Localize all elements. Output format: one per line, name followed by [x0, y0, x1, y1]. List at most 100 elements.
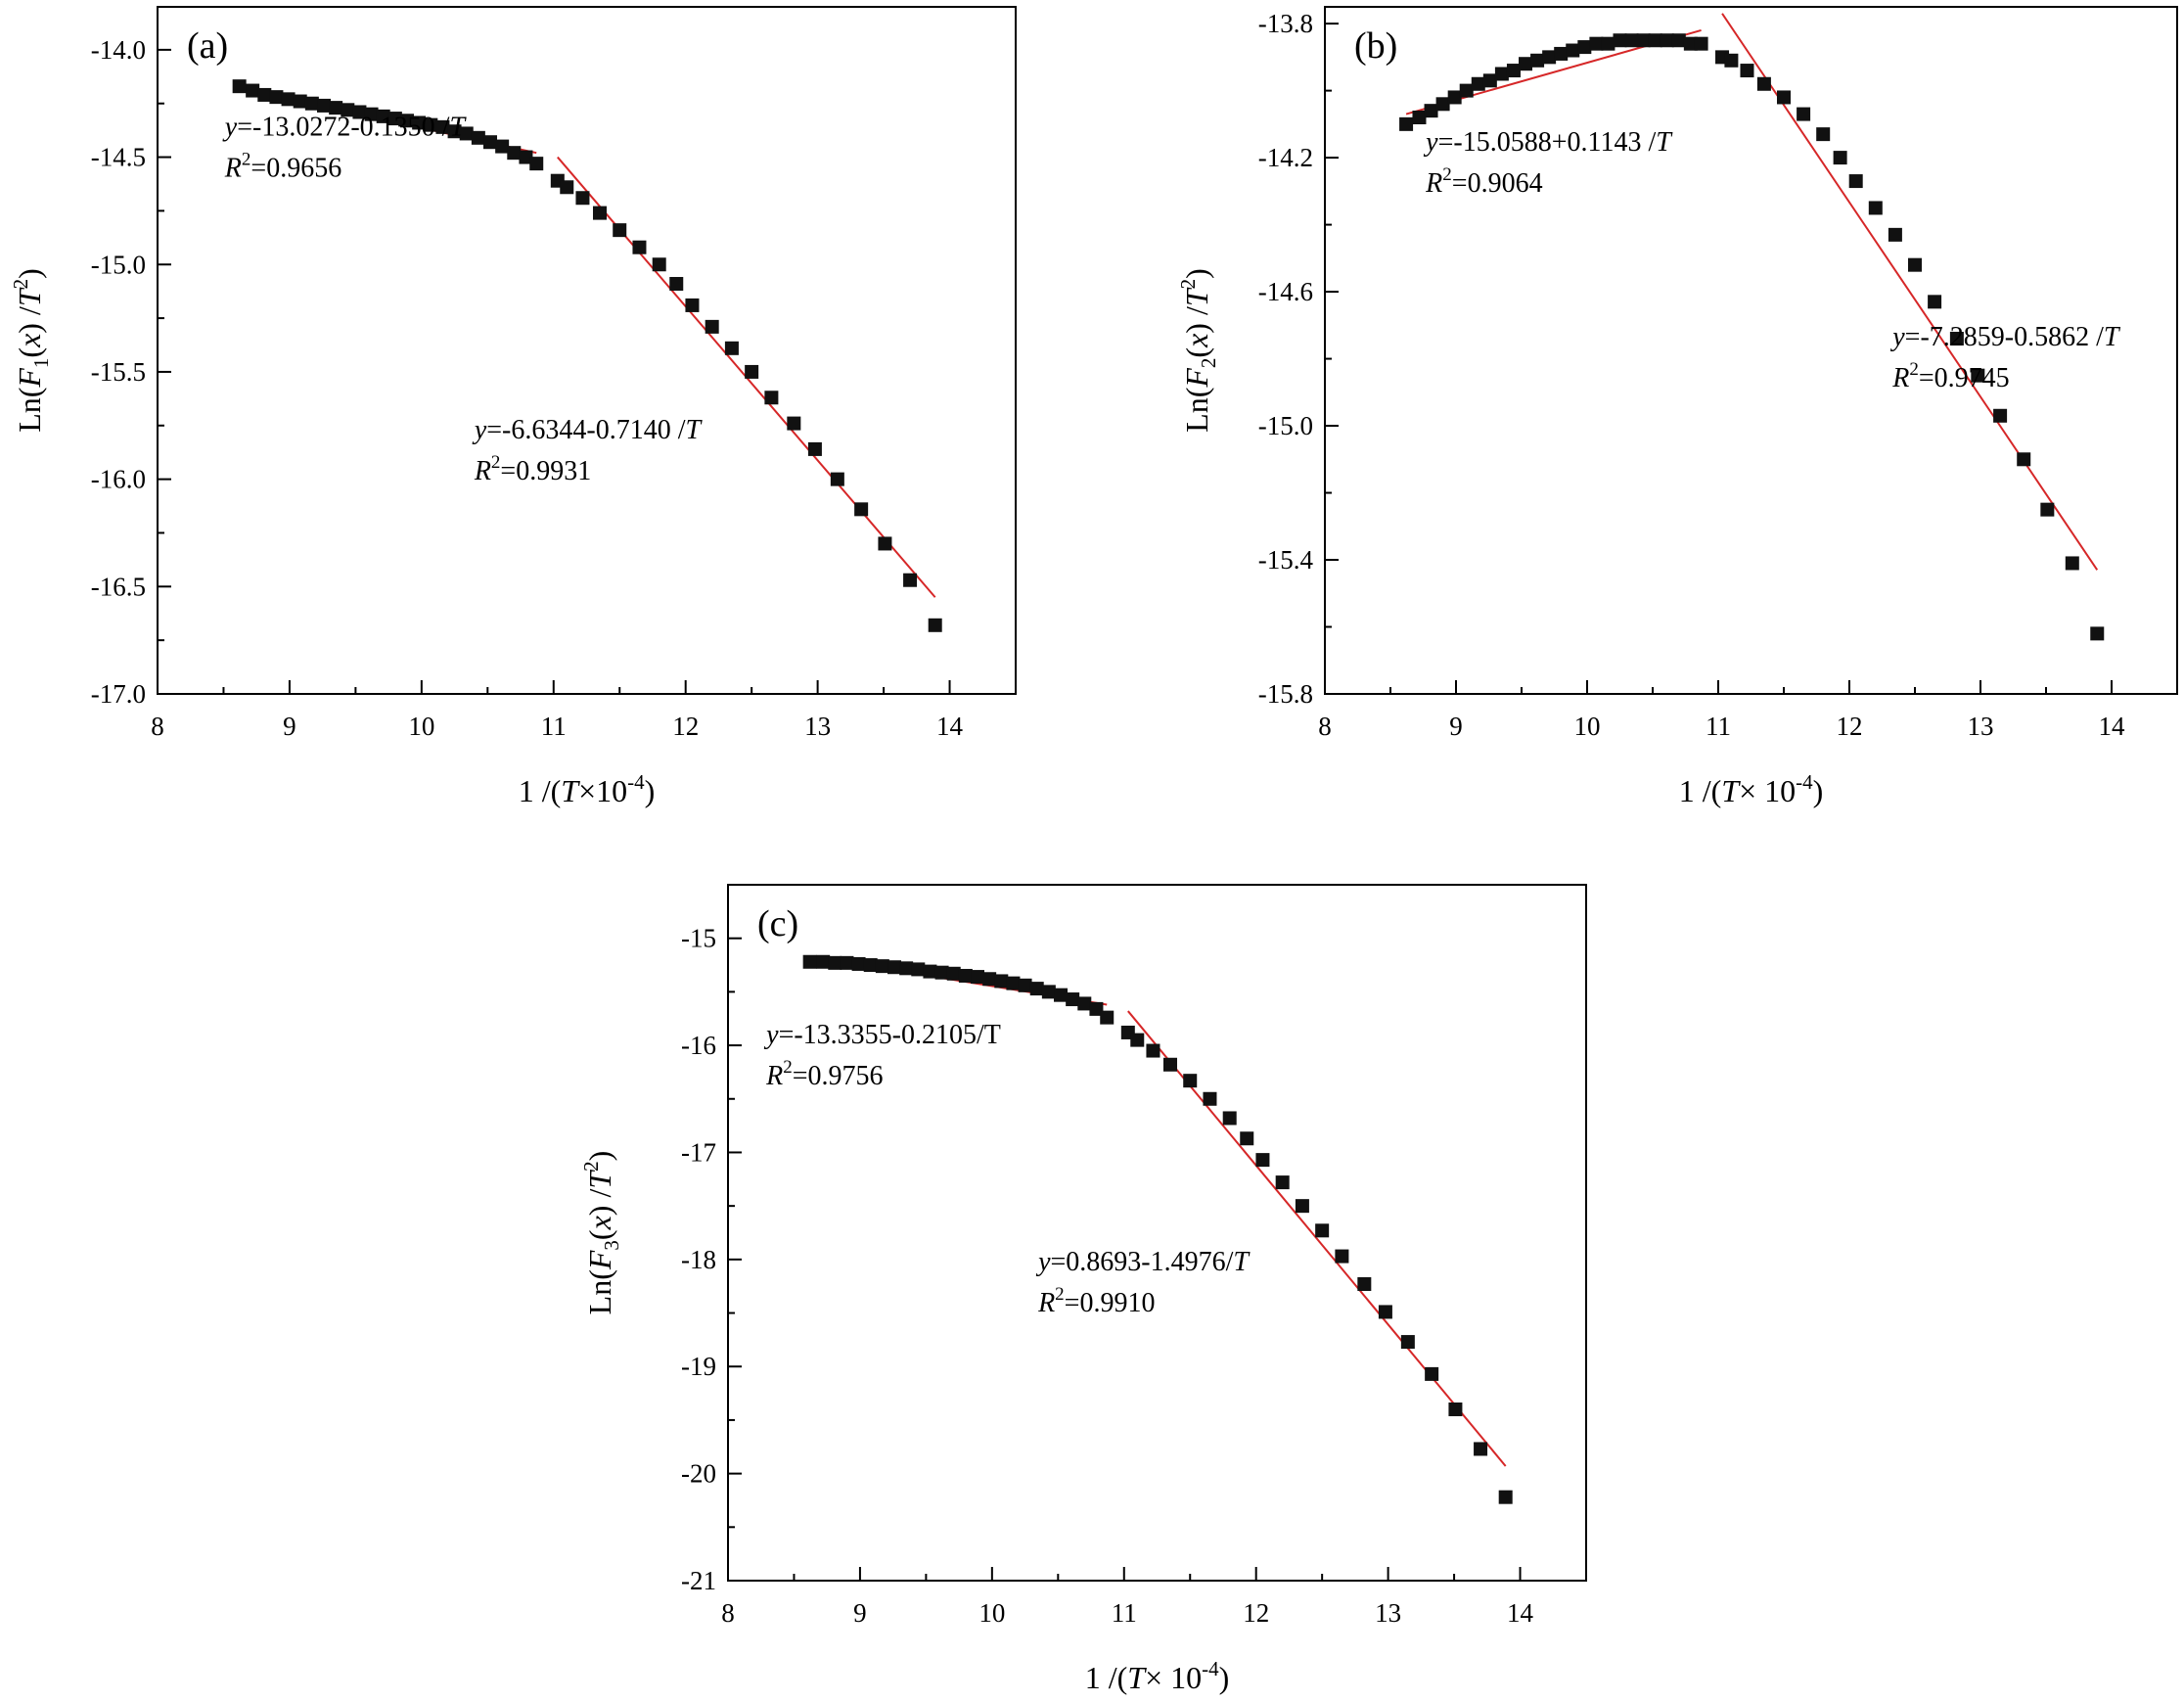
data-point	[613, 223, 627, 238]
data-point	[329, 101, 343, 115]
data-point	[246, 83, 260, 98]
data-point	[1183, 1074, 1198, 1088]
y-tick-label: -16.5	[91, 572, 146, 601]
data-point	[269, 90, 284, 105]
x-tick-label: 9	[283, 712, 296, 741]
x-tick-label: 8	[721, 1598, 735, 1628]
fit-equation-2: y=-7.2859-0.5862 /T	[1889, 322, 2121, 352]
data-point	[2040, 502, 2055, 517]
data-point	[903, 573, 918, 587]
data-point	[724, 341, 739, 355]
data-point	[994, 974, 1009, 989]
x-axis-title: 1 /(T×10-4)	[519, 770, 656, 808]
plot-frame	[157, 6, 1017, 695]
plot-frame	[1324, 6, 2178, 695]
data-point	[1240, 1131, 1254, 1146]
equation-lhs: y	[472, 415, 487, 445]
x-tick-label: 8	[1318, 712, 1332, 741]
x-tick-label: 10	[1574, 712, 1601, 741]
y-tick-label: -16	[681, 1031, 716, 1060]
data-point	[1275, 1175, 1290, 1190]
data-point	[887, 960, 902, 975]
data-point	[1848, 174, 1863, 189]
data-point	[1412, 111, 1427, 125]
data-point	[1494, 67, 1509, 81]
data-point	[1888, 227, 1902, 242]
data-point	[632, 240, 647, 254]
data-point	[1589, 36, 1604, 51]
equation-rhs: =-7.2859-0.5862 /	[1905, 322, 2104, 352]
equation-rhs: =-13.3355-0.2105/T	[779, 1020, 1001, 1050]
data-point	[483, 135, 498, 150]
data-point	[958, 968, 973, 983]
data-point	[257, 87, 272, 102]
data-point	[2090, 626, 2105, 641]
data-point	[1868, 201, 1883, 215]
data-point	[971, 970, 985, 985]
data-point	[1315, 1223, 1330, 1238]
x-tick-label: 11	[1112, 1598, 1137, 1628]
y-axis-title: Ln(F1(x) /T2)	[9, 268, 53, 433]
data-point	[1756, 76, 1771, 91]
data-point	[787, 416, 801, 431]
data-point	[840, 955, 854, 970]
data-point	[878, 536, 892, 551]
data-point	[1554, 46, 1569, 61]
equation-rhs: =-15.0588+0.1143 /	[1438, 127, 1657, 158]
data-point	[1740, 64, 1754, 78]
x-tick-label: 13	[1968, 712, 1994, 741]
y-tick-label: -14.5	[91, 143, 146, 172]
x-tick-label: 9	[1449, 712, 1463, 741]
y-tick-label: -14.6	[1258, 277, 1313, 306]
y-tick-label: -15.0	[1258, 411, 1313, 440]
data-point	[1636, 33, 1651, 48]
data-point	[1833, 151, 1847, 165]
data-point	[1378, 1305, 1392, 1319]
data-point	[529, 157, 544, 171]
data-point	[946, 966, 961, 981]
y-axis-title: Ln(F2(x) /T2)	[1176, 268, 1220, 433]
equation-var: T	[1233, 1247, 1251, 1277]
equation-rhs: =-13.0272-0.1350 /	[237, 113, 449, 143]
data-point	[1424, 104, 1438, 118]
data-point	[1624, 33, 1639, 48]
data-point	[1295, 1199, 1309, 1214]
equation-lhs: y	[1035, 1247, 1051, 1277]
data-point	[1054, 988, 1069, 1002]
equation-lhs: y	[1889, 322, 1905, 352]
y-tick-label: -17.0	[91, 679, 146, 709]
r-squared-value: =0.9745	[1919, 363, 2010, 393]
fit-equation-1: y=-13.3355-0.2105/T	[763, 1020, 1001, 1050]
r-squared-lhs: R	[224, 154, 242, 184]
x-tick-label: 11	[1706, 712, 1731, 741]
data-point	[1949, 332, 1964, 346]
data-point	[1399, 116, 1414, 131]
data-point	[471, 130, 485, 145]
data-point	[1474, 1442, 1488, 1456]
x-tick-label: 12	[672, 712, 699, 741]
y-tick-label: -18	[681, 1245, 716, 1274]
data-point	[2017, 452, 2031, 467]
data-point	[341, 103, 355, 117]
data-point	[1660, 33, 1674, 48]
x-axis-title: 1 /(T× 10-4)	[1679, 770, 1824, 808]
y-tick-label: -15	[681, 924, 716, 953]
data-point	[435, 119, 450, 134]
data-point	[802, 954, 817, 969]
data-point	[1971, 368, 1985, 383]
x-tick-label: 11	[541, 712, 567, 741]
data-point	[1089, 1001, 1104, 1016]
data-point	[575, 191, 590, 206]
equation-lhs: y	[763, 1020, 779, 1050]
data-point	[387, 112, 402, 126]
fit-line-2	[1721, 13, 2099, 571]
data-point	[807, 441, 822, 456]
data-point	[232, 79, 247, 94]
equation-rhs: =-6.6344-0.7140 /	[486, 415, 685, 445]
x-tick-label: 12	[1837, 712, 1863, 741]
fit-equation-2: y=-6.6344-0.7140 /T	[472, 415, 704, 445]
data-point	[1029, 982, 1044, 996]
y-tick-label: -14.0	[91, 35, 146, 65]
data-point	[1530, 53, 1545, 68]
